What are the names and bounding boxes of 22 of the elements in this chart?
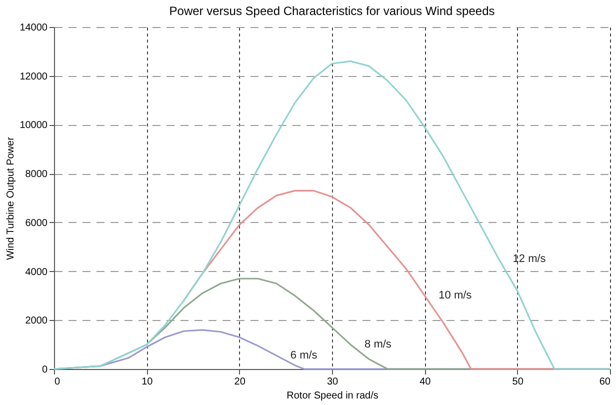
y-tick-label: 2000 (25, 316, 48, 327)
x-tick-label: 60 (599, 376, 611, 388)
series-label: 6 m/s (290, 350, 318, 362)
y-tick-label: 8000 (25, 169, 48, 180)
x-tick-label: 0 (54, 376, 60, 388)
y-tick-label: 10000 (20, 120, 48, 132)
y-tick-label: 0 (42, 364, 48, 376)
x-tick-label: 40 (420, 376, 432, 388)
x-tick-label: 50 (512, 376, 524, 388)
y-tick-label: 4000 (25, 266, 48, 278)
y-axis-title: Wind Turbine Output Power (6, 136, 17, 260)
y-tick-label: 14000 (20, 22, 48, 34)
x-tick-label: 10 (142, 376, 154, 388)
x-tick-label: 30 (326, 376, 338, 388)
y-tick-label: 6000 (25, 218, 48, 229)
x-tick-label: 20 (234, 376, 246, 388)
chart-title: Power versus Speed Characteristics for various Wind speeds (169, 4, 495, 18)
x-axis-title: Rotor Speed in rad/s (286, 390, 378, 402)
series-label: 10 m/s (438, 290, 472, 302)
series-label: 8 m/s (364, 338, 392, 351)
y-tick-label: 12000 (20, 71, 48, 82)
series-label: 12 m/s (512, 253, 546, 266)
